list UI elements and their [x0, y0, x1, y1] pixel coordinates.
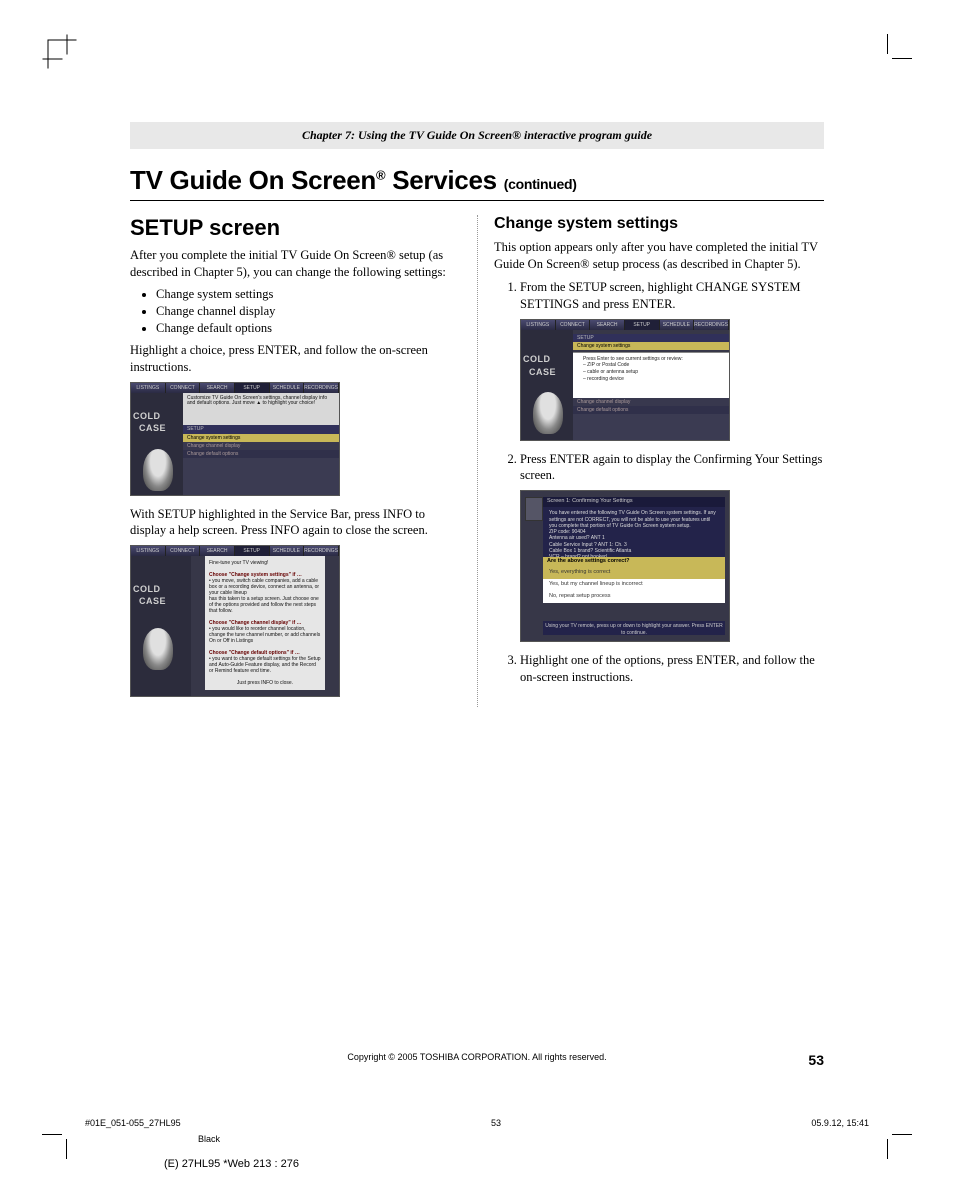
- ss-sw-l3: – recording device: [583, 376, 719, 383]
- ss-help-panel: Fine-tune your TV viewing! Choose "Chang…: [205, 556, 325, 690]
- screenshot-setup-help: LISTINGS CONNECT SEARCH SETUP SCHEDULE R…: [130, 545, 340, 697]
- ss-row-def: Change default options: [183, 450, 339, 458]
- ss-row-chn: Change channel display: [183, 442, 339, 450]
- ss-help-foot: Just press INFO to close.: [209, 680, 321, 686]
- setup-p3: With SETUP highlighted in the Service Ba…: [130, 506, 461, 540]
- left-column: SETUP screen After you complete the init…: [130, 215, 477, 707]
- ss-tab-selected: SETUP: [625, 320, 660, 330]
- ss-tab: LISTINGS: [131, 546, 166, 556]
- change-sys-steps: From the SETUP screen, highlight CHANGE …: [494, 279, 824, 686]
- copyright-line: Copyright © 2005 TOSHIBA CORPORATION. Al…: [130, 1052, 824, 1062]
- ss-face-icon: [533, 392, 563, 434]
- ss-show-title1: COLD: [523, 356, 551, 364]
- step-3: Highlight one of the options, press ENTE…: [520, 652, 824, 686]
- ss-sw-l0: Press Enter to see current settings or r…: [583, 356, 719, 363]
- ss-sw-l2: – cable or antenna setup: [583, 369, 719, 376]
- setup-bullets: Change system settings Change channel di…: [130, 287, 461, 336]
- ss-tab: RECORDINGS: [304, 546, 339, 556]
- ss-conf-thumb: [525, 497, 543, 521]
- footer-row: #01E_051-055_27HL95 53 05.9.12, 15:41: [85, 1118, 869, 1128]
- ss-help-b3: • you want to change default settings fo…: [209, 656, 321, 674]
- ss-conf-hdr: Screen 1: Confirming Your Settings: [543, 497, 725, 507]
- ss-help-b1b: has this taken to a setup screen. Just c…: [209, 596, 321, 614]
- ss-face-icon: [143, 449, 173, 491]
- ss-tab-selected: SETUP: [235, 546, 270, 556]
- ss-tab: SCHEDULE: [660, 320, 695, 330]
- ss-show-title2: CASE: [139, 596, 166, 606]
- ss-tab: LISTINGS: [131, 383, 166, 393]
- ss-row-def: Change default options: [573, 406, 729, 414]
- title-rule: [130, 200, 824, 201]
- ss-conf-opt3: No, repeat setup process: [543, 591, 725, 603]
- title-pre: TV Guide On Screen: [130, 165, 376, 195]
- ss-sw-l1: – ZIP or Postal Code: [583, 362, 719, 369]
- ss-row-sys: Change system settings: [573, 342, 729, 350]
- ss-conf-foot: Using your TV remote, press up or down t…: [543, 621, 725, 635]
- ss-tab: RECORDINGS: [694, 320, 729, 330]
- ss-tab: CONNECT: [166, 546, 201, 556]
- setup-intro: After you complete the initial TV Guide …: [130, 247, 461, 281]
- setup-heading: SETUP screen: [130, 215, 461, 241]
- ss-tab: CONNECT: [556, 320, 591, 330]
- ss-setup-hdr: SETUP: [573, 334, 729, 342]
- ss-conf-opt1: Yes, everything is correct: [543, 567, 725, 579]
- ss-tab: SEARCH: [200, 546, 235, 556]
- ss-conf-q: Are the above settings correct?: [543, 557, 725, 567]
- page-main-title: TV Guide On Screen® Services (continued): [130, 165, 824, 196]
- ss-desc-panel: Customize TV Guide On Screen's settings,…: [183, 393, 339, 425]
- footer-right: 05.9.12, 15:41: [811, 1118, 869, 1128]
- step-1: From the SETUP screen, highlight CHANGE …: [520, 279, 824, 441]
- page-number: 53: [808, 1052, 824, 1068]
- change-sys-heading: Change system settings: [494, 215, 824, 233]
- bullet-chn: Change channel display: [156, 304, 461, 319]
- title-svc: Services: [385, 165, 503, 195]
- ss-help-line: Fine-tune your TV viewing!: [209, 560, 321, 566]
- step-1-text: From the SETUP screen, highlight CHANGE …: [520, 280, 800, 311]
- ss-tab: SEARCH: [200, 383, 235, 393]
- ss-tab: LISTINGS: [521, 320, 556, 330]
- ss-row-sys: Change system settings: [183, 434, 339, 442]
- ss-help-b2: • you would like to reorder channel loca…: [209, 626, 321, 644]
- ss-tab: SEARCH: [590, 320, 625, 330]
- bullet-sys: Change system settings: [156, 287, 461, 302]
- ss-tab: RECORDINGS: [304, 383, 339, 393]
- title-cont: (continued): [504, 176, 577, 192]
- ss-conf-opt2: Yes, but my channel lineup is incorrect: [543, 579, 725, 591]
- right-column: Change system settings This option appea…: [477, 215, 824, 707]
- ss-help-b1a: • you move, switch cable companies, add …: [209, 578, 321, 596]
- screenshot-change-sys: LISTINGS CONNECT SEARCH SETUP SCHEDULE R…: [520, 319, 730, 441]
- footer-black: Black: [198, 1134, 220, 1144]
- ss-tab: SCHEDULE: [270, 546, 305, 556]
- ss-face-icon: [143, 628, 173, 670]
- ss-show-title2: CASE: [529, 366, 556, 378]
- ss-show-title1: COLD: [133, 413, 161, 421]
- page-content: Chapter 7: Using the TV Guide On Screen®…: [130, 122, 824, 1098]
- web-id: (E) 27HL95 *Web 213 : 276: [164, 1158, 299, 1170]
- title-reg: ®: [376, 167, 385, 182]
- ss-show-title2: CASE: [139, 423, 166, 433]
- ss-setup-hdr: SETUP: [183, 425, 339, 434]
- footer-left: #01E_051-055_27HL95: [85, 1118, 181, 1128]
- step-2: Press ENTER again to display the Confirm…: [520, 451, 824, 643]
- step-2-text: Press ENTER again to display the Confirm…: [520, 452, 822, 483]
- ss-row-chn: Change channel display: [573, 398, 729, 406]
- footer-mid: 53: [491, 1118, 501, 1128]
- chapter-bar: Chapter 7: Using the TV Guide On Screen®…: [130, 122, 824, 149]
- ss-tab: SCHEDULE: [270, 383, 305, 393]
- ss-show-title1: COLD: [133, 586, 161, 594]
- screenshot-setup-list: LISTINGS CONNECT SEARCH SETUP SCHEDULE R…: [130, 382, 340, 496]
- change-sys-intro: This option appears only after you have …: [494, 239, 824, 273]
- bullet-def: Change default options: [156, 321, 461, 336]
- setup-p2: Highlight a choice, press ENTER, and fol…: [130, 342, 461, 376]
- ss-tab-selected: SETUP: [235, 383, 270, 393]
- ss-conf-blue: You have entered the following TV Guide …: [543, 507, 725, 557]
- screenshot-confirm: Screen 1: Confirming Your Settings You h…: [520, 490, 730, 642]
- ss-tab: CONNECT: [166, 383, 201, 393]
